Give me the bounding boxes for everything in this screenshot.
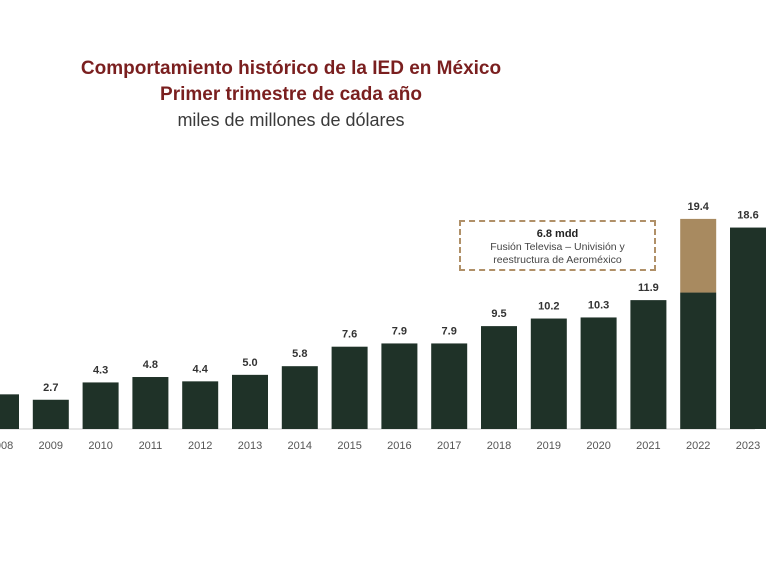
bar-2021 bbox=[630, 300, 667, 429]
x-tick-2018: 2018 bbox=[487, 440, 511, 452]
x-tick-2019: 2019 bbox=[537, 440, 561, 452]
value-label-2021: 11.9 bbox=[638, 282, 659, 294]
value-label-2019: 10.2 bbox=[538, 301, 559, 313]
chart-subtitle: Primer trimestre de cada año bbox=[160, 84, 422, 105]
bar-2010 bbox=[82, 382, 119, 429]
x-tick-2011: 2011 bbox=[139, 440, 163, 452]
x-tick-2021: 2021 bbox=[636, 440, 660, 452]
bar-2015 bbox=[331, 346, 368, 429]
value-label-2012: 4.4 bbox=[193, 363, 209, 375]
chart-unit-label: miles de millones de dólares bbox=[177, 110, 405, 130]
x-tick-2014: 2014 bbox=[288, 440, 312, 452]
x-tick-2008: 2008 bbox=[0, 440, 13, 452]
value-label-2018: 9.5 bbox=[491, 308, 506, 320]
bar-2008 bbox=[0, 394, 19, 429]
bar-2013 bbox=[232, 374, 268, 429]
x-tick-2015: 2015 bbox=[337, 440, 361, 452]
annotation-text-line1: Fusión Televisa – Univisión y bbox=[490, 241, 625, 253]
bar-2022-base bbox=[680, 292, 717, 429]
chart-title-block: Comportamiento histórico de la IED en Mé… bbox=[0, 56, 582, 132]
x-tick-2009: 2009 bbox=[39, 440, 63, 452]
value-label-2013: 5.0 bbox=[242, 357, 257, 369]
x-tick-2020: 2020 bbox=[586, 440, 610, 452]
value-label-2015: 7.6 bbox=[342, 329, 357, 341]
chart-title: Comportamiento histórico de la IED en Mé… bbox=[80, 58, 502, 79]
bar-2022-highlight bbox=[680, 218, 717, 293]
x-tick-2017: 2017 bbox=[437, 440, 461, 452]
bar-2012 bbox=[182, 381, 219, 429]
bar-2018 bbox=[481, 326, 517, 429]
value-label-2022: 19.4 bbox=[687, 201, 709, 213]
annotation-text-line2: reestructura de Aeroméxico bbox=[493, 254, 622, 266]
x-tick-2010: 2010 bbox=[88, 440, 112, 452]
bar-2009 bbox=[32, 399, 69, 429]
x-tick-2012: 2012 bbox=[188, 440, 212, 452]
value-label-2010: 4.3 bbox=[93, 364, 108, 376]
bar-2019 bbox=[530, 318, 567, 429]
annotation-title: 6.8 mdd bbox=[536, 228, 579, 240]
bar-2011 bbox=[132, 377, 169, 429]
value-label-2017: 7.9 bbox=[442, 325, 457, 337]
value-label-2020: 10.3 bbox=[588, 299, 609, 311]
bar-2023 bbox=[730, 227, 766, 429]
bar-2014 bbox=[281, 366, 318, 429]
bar-2017 bbox=[431, 343, 468, 429]
x-tick-2023: 2023 bbox=[736, 440, 760, 452]
annotation-box: 6.8 mdd Fusión Televisa – Univisión y re… bbox=[459, 220, 656, 271]
bar-2020 bbox=[580, 317, 617, 429]
value-label-2014: 5.8 bbox=[292, 348, 307, 360]
value-label-2023: 18.6 bbox=[737, 210, 758, 222]
x-tick-2013: 2013 bbox=[238, 440, 262, 452]
value-label-2016: 7.9 bbox=[392, 325, 407, 337]
x-tick-2016: 2016 bbox=[387, 440, 411, 452]
x-tick-2022: 2022 bbox=[686, 440, 710, 452]
value-label-2009: 2.7 bbox=[43, 382, 58, 394]
value-label-2011: 4.8 bbox=[143, 359, 158, 371]
bar-2016 bbox=[381, 343, 418, 429]
